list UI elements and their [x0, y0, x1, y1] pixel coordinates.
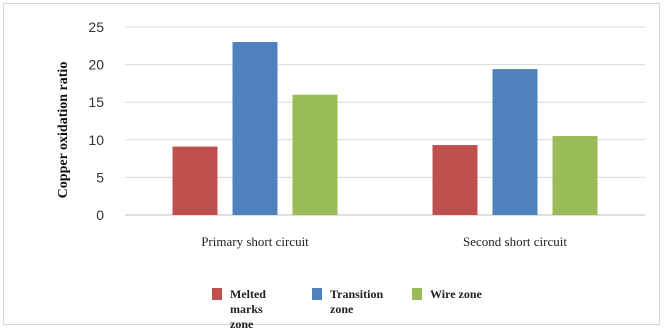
category-label: Primary short circuit [201, 234, 309, 249]
y-axis-label: Copper oxidation ratio [56, 62, 71, 199]
bar-melted-marks-zone-1 [432, 145, 478, 215]
legend-label: Transition [330, 287, 383, 301]
category-labels: Primary short circuit Second short circui… [201, 234, 567, 249]
y-tick-label: 15 [88, 94, 104, 110]
bar-transition-zone-0 [232, 42, 278, 215]
legend-swatch [412, 288, 422, 300]
y-tick-label: 25 [88, 19, 104, 35]
y-tick-label: 5 [96, 169, 104, 185]
legend-label: zone [230, 317, 254, 331]
bar-wire-zone-1 [552, 136, 598, 215]
y-tick-label: 10 [88, 132, 104, 148]
y-tick-label: 20 [88, 57, 104, 73]
legend-swatch [312, 288, 322, 300]
bars [172, 42, 598, 215]
legend-label: Wire zone [430, 287, 483, 301]
bar-wire-zone-0 [292, 94, 338, 215]
legend-label: marks [230, 302, 263, 316]
bar-transition-zone-1 [492, 69, 538, 215]
legend-swatch [212, 288, 222, 300]
category-label: Second short circuit [463, 234, 567, 249]
y-axis-ticks: 0 5 10 15 20 25 [88, 19, 104, 223]
legend-label: Melted [230, 287, 266, 301]
bar-melted-marks-zone-0 [172, 146, 218, 215]
y-tick-label: 0 [96, 207, 104, 223]
legend-label: zone [330, 302, 354, 316]
